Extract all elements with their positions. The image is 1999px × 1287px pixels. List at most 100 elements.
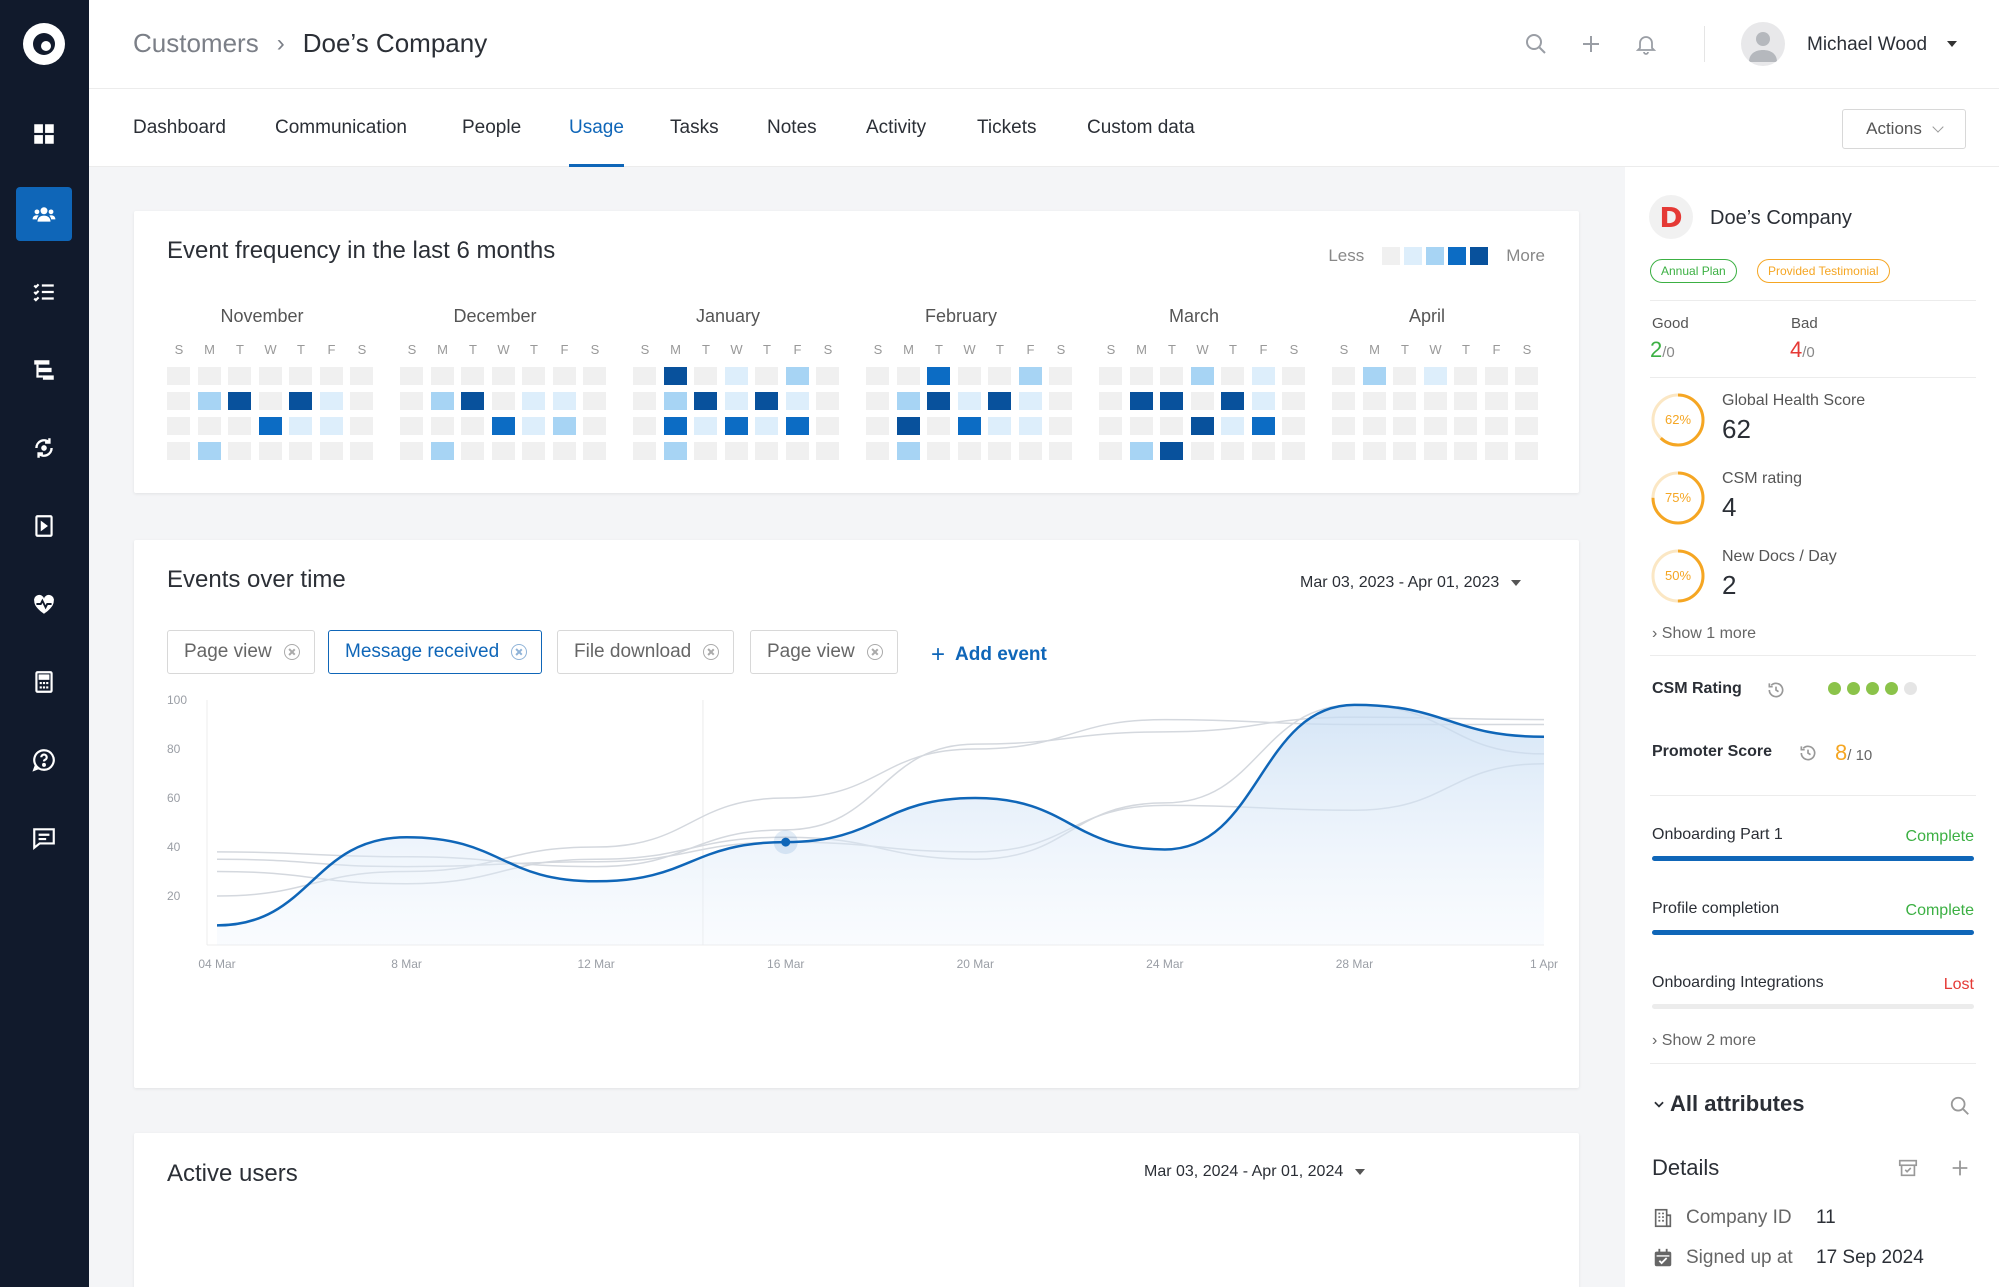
heatmap-cell[interactable] xyxy=(400,417,423,435)
heatmap-cell[interactable] xyxy=(724,442,748,460)
user-name[interactable]: Michael Wood xyxy=(1807,34,1928,55)
heatmap-cell[interactable] xyxy=(258,417,282,435)
add-event-button[interactable]: + Add event xyxy=(931,641,1047,669)
heatmap-cell[interactable] xyxy=(400,367,423,385)
heatmap-cell[interactable] xyxy=(866,392,889,410)
heatmap-cell[interactable] xyxy=(957,417,981,435)
heatmap-cell[interactable] xyxy=(1251,442,1275,460)
heatmap-cell[interactable] xyxy=(197,417,221,435)
heatmap-cell[interactable] xyxy=(1018,442,1042,460)
heatmap-cell[interactable] xyxy=(228,392,251,410)
heatmap-cell[interactable] xyxy=(228,417,251,435)
heatmap-cell[interactable] xyxy=(1362,367,1386,385)
heatmap-cell[interactable] xyxy=(1099,417,1122,435)
heatmap-cell[interactable] xyxy=(522,367,545,385)
heatmap-cell[interactable] xyxy=(1099,392,1122,410)
heatmap-cell[interactable] xyxy=(694,392,717,410)
bell-icon[interactable] xyxy=(1634,32,1658,56)
checklist-nav-icon[interactable] xyxy=(16,265,72,319)
heatmap-cell[interactable] xyxy=(1423,442,1447,460)
tab-custom-data[interactable]: Custom data xyxy=(1087,117,1195,138)
heatmap-cell[interactable] xyxy=(1282,417,1305,435)
heatmap-cell[interactable] xyxy=(491,417,515,435)
heatmap-cell[interactable] xyxy=(1454,417,1477,435)
heatmap-cell[interactable] xyxy=(1423,417,1447,435)
heatmap-cell[interactable] xyxy=(350,417,373,435)
add-icon[interactable] xyxy=(1949,1157,1971,1179)
heatmap-cell[interactable] xyxy=(197,392,221,410)
heatmap-cell[interactable] xyxy=(1160,392,1183,410)
heatmap-cell[interactable] xyxy=(988,392,1011,410)
heatmap-cell[interactable] xyxy=(663,392,687,410)
heatmap-cell[interactable] xyxy=(289,417,312,435)
heatmap-cell[interactable] xyxy=(1049,367,1072,385)
heatmap-cell[interactable] xyxy=(785,367,809,385)
dashboard-nav-icon[interactable] xyxy=(16,107,72,161)
heatmap-cell[interactable] xyxy=(1282,367,1305,385)
heatmap-cell[interactable] xyxy=(461,442,484,460)
heatmap-cell[interactable] xyxy=(167,392,190,410)
heatmap-cell[interactable] xyxy=(1018,367,1042,385)
heatmap-cell[interactable] xyxy=(988,442,1011,460)
heatmap-cell[interactable] xyxy=(866,367,889,385)
tab-activity[interactable]: Activity xyxy=(866,117,927,138)
heatmap-cell[interactable] xyxy=(583,417,606,435)
heatmap-cell[interactable] xyxy=(896,442,920,460)
media-nav-icon[interactable] xyxy=(16,499,72,553)
heatmap-cell[interactable] xyxy=(319,392,343,410)
heatmap-cell[interactable] xyxy=(1423,392,1447,410)
calculator-nav-icon[interactable] xyxy=(16,655,72,709)
heatmap-cell[interactable] xyxy=(400,442,423,460)
heatmap-cell[interactable] xyxy=(1251,392,1275,410)
heatmap-cell[interactable] xyxy=(1049,392,1072,410)
heatmap-cell[interactable] xyxy=(1190,392,1214,410)
heatmap-cell[interactable] xyxy=(350,367,373,385)
heatmap-cell[interactable] xyxy=(896,417,920,435)
heatmap-cell[interactable] xyxy=(988,417,1011,435)
app-logo[interactable] xyxy=(23,23,65,65)
tab-tasks[interactable]: Tasks xyxy=(670,117,719,138)
messages-nav-icon[interactable] xyxy=(16,811,72,865)
remove-chip-icon[interactable] xyxy=(703,644,720,660)
heatmap-cell[interactable] xyxy=(1515,417,1538,435)
heatmap-cell[interactable] xyxy=(1454,442,1477,460)
heatmap-cell[interactable] xyxy=(289,442,312,460)
heatmap-cell[interactable] xyxy=(289,367,312,385)
heatmap-cell[interactable] xyxy=(755,417,778,435)
heatmap-cell[interactable] xyxy=(633,392,656,410)
heatmap-cell[interactable] xyxy=(633,417,656,435)
heatmap-cell[interactable] xyxy=(1393,442,1416,460)
heatmap-cell[interactable] xyxy=(1393,417,1416,435)
tab-people[interactable]: People xyxy=(462,117,522,138)
event-chip-message-received[interactable]: Message received xyxy=(328,630,543,674)
heatmap-cell[interactable] xyxy=(1251,367,1275,385)
health-nav-icon[interactable] xyxy=(16,577,72,631)
heatmap-cell[interactable] xyxy=(1484,392,1508,410)
heatmap-cell[interactable] xyxy=(724,367,748,385)
heatmap-cell[interactable] xyxy=(1332,417,1355,435)
heatmap-cell[interactable] xyxy=(694,442,717,460)
heatmap-cell[interactable] xyxy=(258,392,282,410)
heatmap-cell[interactable] xyxy=(400,392,423,410)
archive-icon[interactable] xyxy=(1897,1157,1919,1179)
support-nav-icon[interactable] xyxy=(16,733,72,787)
heatmap-cell[interactable] xyxy=(1332,392,1355,410)
heatmap-cell[interactable] xyxy=(633,367,656,385)
heatmap-cell[interactable] xyxy=(167,367,190,385)
tab-tickets[interactable]: Tickets xyxy=(977,117,1037,138)
add-icon[interactable] xyxy=(1579,32,1603,56)
heatmap-cell[interactable] xyxy=(1251,417,1275,435)
heatmap-cell[interactable] xyxy=(1190,367,1214,385)
heatmap-cell[interactable] xyxy=(583,392,606,410)
heatmap-cell[interactable] xyxy=(785,442,809,460)
heatmap-cell[interactable] xyxy=(1099,367,1122,385)
heatmap-cell[interactable] xyxy=(197,442,221,460)
sync-nav-icon[interactable] xyxy=(16,421,72,475)
heatmap-cell[interactable] xyxy=(1484,367,1508,385)
heatmap-cell[interactable] xyxy=(1129,417,1153,435)
heatmap-cell[interactable] xyxy=(461,392,484,410)
heatmap-cell[interactable] xyxy=(633,442,656,460)
heatmap-cell[interactable] xyxy=(896,367,920,385)
heatmap-cell[interactable] xyxy=(1515,442,1538,460)
heatmap-cell[interactable] xyxy=(350,442,373,460)
